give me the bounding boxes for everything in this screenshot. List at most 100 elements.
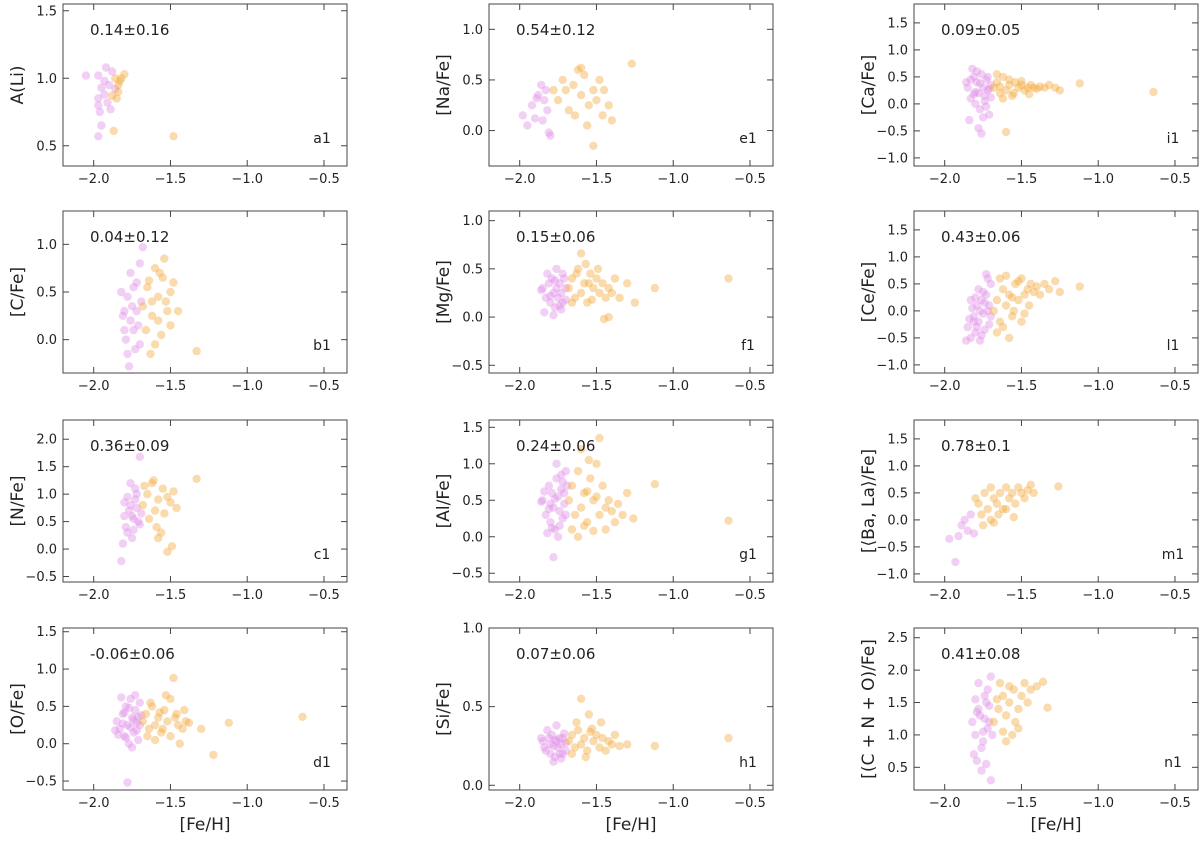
data-point <box>530 114 540 123</box>
y-tick-label: 0.0 <box>462 779 483 794</box>
data-point <box>966 94 975 103</box>
data-point <box>147 297 157 306</box>
data-point <box>141 325 151 335</box>
panel-tag: g1 <box>739 547 757 563</box>
data-point <box>527 101 537 110</box>
data-point <box>580 733 589 743</box>
data-point <box>1008 91 1017 101</box>
data-point <box>120 498 129 507</box>
data-point <box>552 474 561 483</box>
data-point <box>573 726 583 735</box>
data-point <box>131 495 140 504</box>
x-tick-label: −1.5 <box>155 379 187 394</box>
data-point <box>543 269 552 278</box>
data-point <box>604 312 613 322</box>
x-tick-label: −1.0 <box>1082 796 1114 811</box>
data-point <box>724 516 733 525</box>
data-point <box>558 514 567 523</box>
panel-tag: n1 <box>1164 755 1182 771</box>
data-point <box>592 274 601 283</box>
data-point <box>557 288 566 298</box>
data-point <box>586 474 595 483</box>
data-point <box>134 517 143 526</box>
data-point <box>998 94 1008 103</box>
x-tick-label: −1.0 <box>1082 588 1114 603</box>
data-point <box>538 496 547 505</box>
data-point <box>1005 75 1014 84</box>
panel-h1: −2.0 −1.5 −1.0 −0.5 0.0 0.5 1.0 0.07±0.06 h1 [Si/… <box>434 622 774 835</box>
data-point <box>977 510 986 519</box>
data-point <box>169 487 178 496</box>
data-point <box>111 74 120 83</box>
data-point <box>150 340 160 349</box>
y-axis-label: [Ce/Fe] <box>859 262 879 323</box>
data-point <box>982 102 991 111</box>
data-point <box>127 713 137 722</box>
data-point <box>995 678 1005 688</box>
data-point <box>980 714 989 723</box>
data-point <box>555 521 564 530</box>
data-point <box>126 694 135 704</box>
panel-tag: i1 <box>1167 131 1180 147</box>
data-point <box>978 83 988 92</box>
data-point <box>971 87 980 97</box>
data-point <box>1026 80 1035 90</box>
data-point <box>983 274 992 283</box>
data-point <box>980 488 989 498</box>
data-point <box>586 727 595 736</box>
x-tick-label: −1.0 <box>231 379 263 394</box>
data-point <box>963 322 972 332</box>
data-point <box>135 259 144 268</box>
data-point <box>629 514 638 523</box>
data-point <box>1005 494 1014 503</box>
data-point <box>974 499 983 508</box>
x-tick-label: −0.5 <box>1159 379 1191 394</box>
data-point <box>563 481 572 490</box>
x-tick-label: −0.5 <box>308 796 340 811</box>
y-axis-label: [O/Fe] <box>8 683 28 735</box>
panel-g1: −2.0 −1.5 −1.0 −0.5 −0.5 0.0 0.5 1.0 1.5 0.24±0.0… <box>434 419 774 603</box>
x-tick-label: −0.5 <box>734 588 766 603</box>
data-point <box>992 499 1002 508</box>
data-point <box>581 752 590 762</box>
data-point <box>129 283 138 292</box>
data-point <box>544 128 554 137</box>
data-point <box>601 746 610 755</box>
data-point <box>607 507 616 516</box>
data-point <box>592 96 601 105</box>
data-point <box>557 740 566 749</box>
y-tick-label: 1.0 <box>462 23 483 38</box>
data-point <box>983 504 992 514</box>
data-point <box>584 710 593 719</box>
data-point <box>144 514 154 523</box>
data-point <box>129 325 138 335</box>
data-point <box>100 90 109 99</box>
data-point <box>610 518 620 527</box>
y-tick-label: 0.5 <box>36 286 57 301</box>
data-point <box>1055 287 1065 297</box>
data-point <box>135 340 144 349</box>
data-point <box>986 279 995 289</box>
data-point <box>546 518 555 527</box>
x-tick-label: −2.0 <box>504 379 536 394</box>
data-point <box>1026 685 1035 694</box>
data-point <box>589 496 598 505</box>
x-tick-label: −1.0 <box>1082 172 1114 187</box>
data-point <box>547 488 557 498</box>
data-point <box>593 264 603 274</box>
data-point <box>543 106 552 115</box>
data-point <box>104 80 114 90</box>
data-point <box>132 726 141 735</box>
stat-label: 0.09±0.05 <box>941 21 1020 39</box>
data-point <box>117 74 126 83</box>
data-point <box>557 305 566 314</box>
data-point <box>971 695 980 704</box>
data-point <box>144 724 154 733</box>
data-point <box>962 78 971 87</box>
data-point <box>1008 730 1017 740</box>
data-point <box>552 264 561 274</box>
data-point <box>1005 682 1014 691</box>
data-point <box>988 730 997 740</box>
data-point <box>143 489 152 499</box>
data-point <box>157 728 166 737</box>
